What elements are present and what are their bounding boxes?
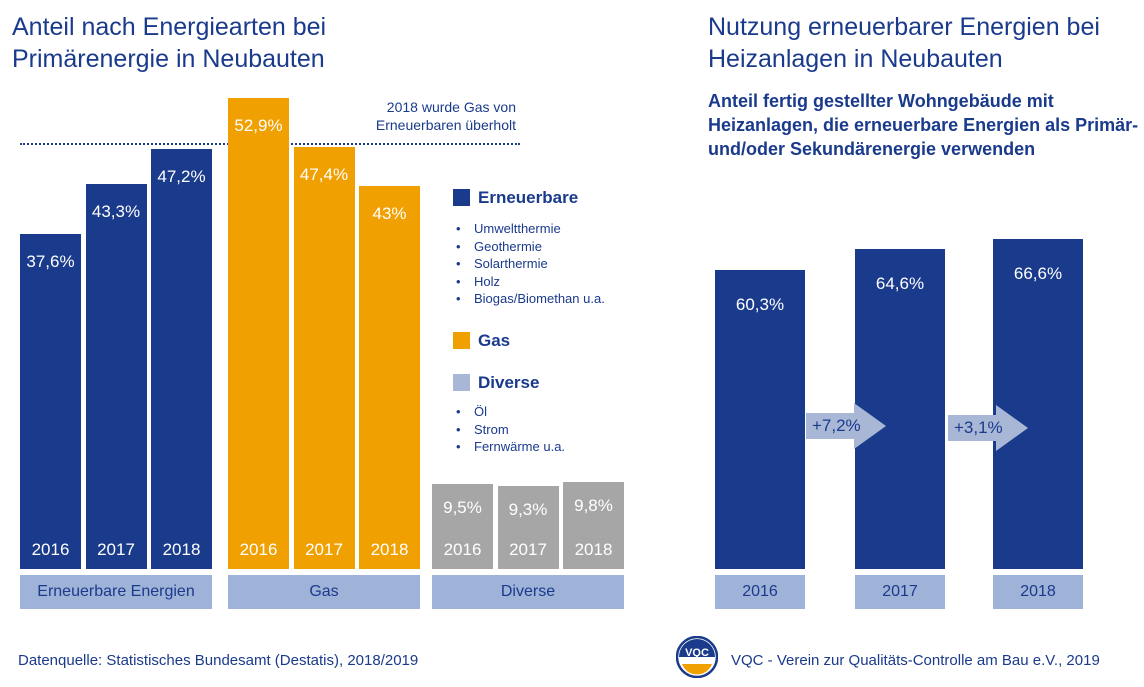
right-chart-subtitle: Anteil fertig gestellter Wohngebäude mit…: [708, 91, 1139, 159]
legend-list-erneuerbare: Umweltthermie Geothermie Solarthermie Ho…: [456, 220, 605, 308]
vqc-logo: VQC: [675, 635, 719, 679]
bar-value-label: 52,9%: [234, 116, 283, 136]
change-label: +7,2%: [812, 416, 861, 435]
bar-year-label: 2016: [31, 539, 70, 559]
legend-item: Strom: [456, 421, 565, 439]
left-chart-title: Anteil nach Energiearten bei Primärenerg…: [12, 13, 327, 73]
change-label: +3,1%: [954, 418, 1003, 437]
bar-erneuerbare-energien-2017: 43,3% 2017: [85, 183, 147, 569]
arrow-right-icon: [806, 403, 886, 449]
legend-item: Solarthermie: [456, 255, 605, 273]
change-arrow-2016-2017: +7,2%: [806, 403, 886, 449]
bar-diverse-2016: 9,5% 2016: [432, 484, 493, 569]
legend-label-diverse: Diverse: [478, 373, 540, 392]
overtake-note: 2018 wurde Gas von Erneuerbaren überholt: [375, 99, 516, 133]
bar-value-label: 60,3%: [735, 294, 785, 314]
bar-gas-2017: 47,4% 2017: [293, 147, 355, 569]
group-label-gas: Gas: [228, 575, 420, 609]
legend-label-erneuerbare: Erneuerbare: [478, 188, 579, 207]
group-label-diverse: Diverse: [432, 575, 624, 609]
bar-value-label: 47,2%: [157, 166, 206, 186]
bar-heizanlagen-2018: 66,6%: [993, 238, 1083, 569]
right-chart-title: Nutzung erneuerbarer Energien bei Heizan…: [708, 13, 1100, 73]
data-source: Datenquelle: Statistisches Bundesamt (De…: [18, 652, 419, 669]
bar-value-label: 47,4%: [299, 165, 349, 185]
footer-credit: VQC - Verein zur Qualitäts-Controlle am …: [731, 652, 1100, 669]
bar-year-label: 2017: [97, 539, 135, 559]
category-label-2018: 2018: [993, 575, 1083, 609]
legend-label-gas: Gas: [478, 331, 511, 350]
bar-diverse-2017: 9,3% 2017: [497, 486, 559, 569]
bar-year-label: 2016: [443, 539, 482, 559]
group-label-erneuerbare-energien: Erneuerbare Energien: [20, 575, 212, 609]
vqc-logo-icon: [675, 635, 719, 679]
bar-heizanlagen-2016: 60,3%: [715, 269, 805, 569]
legend-swatch-erneuerbare: [453, 189, 470, 206]
bar-erneuerbare-energien-2018: 47,2% 2018: [151, 148, 212, 569]
arrow-right-icon: [948, 405, 1028, 451]
bar-value-label: 66,6%: [1013, 263, 1063, 283]
bar-heizanlagen-2017: 64,6%: [855, 248, 945, 569]
legend-swatch-diverse: [453, 374, 470, 391]
vqc-logo-text: VQC: [685, 647, 709, 659]
bar-year-label: 2017: [509, 539, 547, 559]
bar-value-label: 64,6%: [875, 273, 925, 293]
bar-value-label: 37,6%: [26, 252, 75, 272]
bar-gas-2016: 52,9% 2016: [228, 98, 289, 569]
bar-erneuerbare-energien-2016: 37,6% 2016: [20, 234, 81, 569]
legend-item: Holz: [456, 273, 605, 291]
bar-diverse-2018: 9,8% 2018: [563, 481, 624, 569]
bar-year-label: 2018: [162, 539, 201, 559]
category-label-2017: 2017: [855, 575, 945, 609]
bar-year-label: 2018: [370, 539, 409, 559]
legend-item: Fernwärme u.a.: [456, 438, 565, 456]
legend-swatch-gas: [453, 332, 470, 349]
bar-value-label: 43,3%: [91, 201, 141, 221]
change-arrow-2017-2018: +3,1%: [948, 405, 1028, 451]
legend-list-diverse: Öl Strom Fernwärme u.a.: [456, 403, 565, 456]
bar-value-label: 9,8%: [574, 495, 613, 515]
bar-value-label: 43%: [372, 204, 407, 224]
legend-item: Öl: [456, 403, 565, 421]
legend-item: Geothermie: [456, 238, 605, 256]
category-label-2016: 2016: [715, 575, 805, 609]
bar-value-label: 9,3%: [508, 500, 548, 520]
legend-item: Umweltthermie: [456, 220, 605, 238]
bar-value-label: 9,5%: [443, 498, 482, 518]
bar-year-label: 2017: [305, 539, 343, 559]
bar-gas-2018: 43% 2018: [359, 186, 420, 569]
bar-year-label: 2016: [239, 539, 278, 559]
bar-year-label: 2018: [574, 539, 613, 559]
legend-item: Biogas/Biomethan u.a.: [456, 290, 605, 308]
